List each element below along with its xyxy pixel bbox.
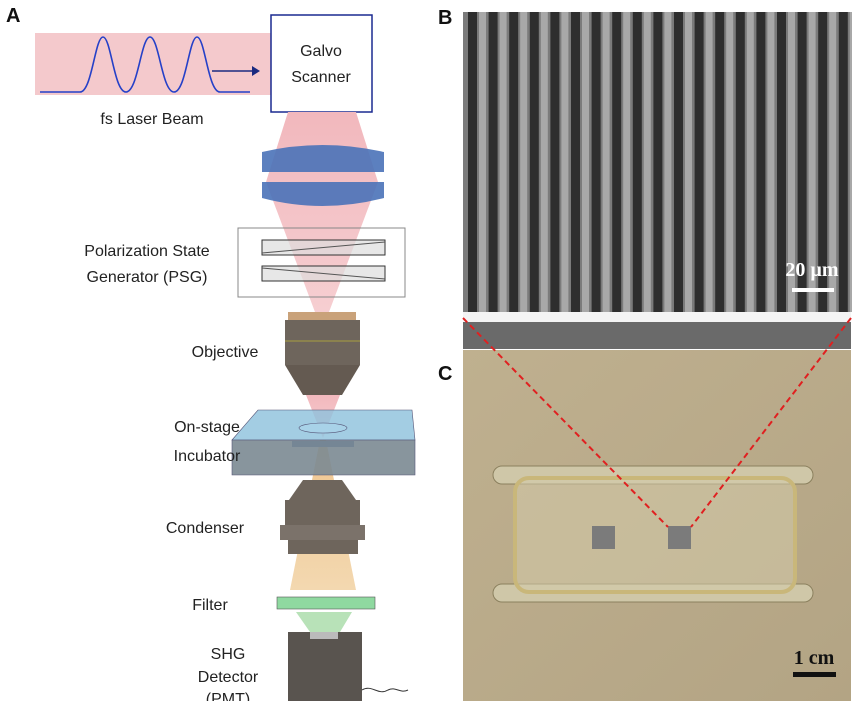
objective-body bbox=[285, 320, 360, 365]
stripe bbox=[550, 12, 559, 312]
stripe-highlight bbox=[664, 12, 671, 312]
panel-label: A bbox=[6, 5, 20, 27]
stripe bbox=[653, 12, 662, 312]
stripe bbox=[839, 12, 848, 312]
stripe-highlight bbox=[541, 12, 548, 312]
filter-label: Filter bbox=[192, 597, 228, 614]
detector-window bbox=[310, 632, 338, 639]
condenser-ring bbox=[280, 525, 365, 540]
incubator-label: Incubator bbox=[174, 448, 241, 465]
incubator-front bbox=[232, 440, 415, 475]
detector bbox=[288, 632, 362, 701]
stripe-highlight bbox=[479, 12, 486, 312]
stripe-highlight bbox=[644, 12, 651, 312]
scale-label: 20 µm bbox=[785, 259, 839, 281]
sample bbox=[592, 526, 615, 549]
scanner-label: Galvo bbox=[300, 43, 342, 60]
condenser-body bbox=[285, 500, 360, 525]
laser-label: fs Laser Beam bbox=[100, 111, 203, 128]
panel-label: C bbox=[438, 363, 452, 385]
stripe bbox=[756, 12, 765, 312]
condenser-base bbox=[288, 540, 358, 554]
stripe-highlight bbox=[561, 12, 568, 312]
stripe bbox=[612, 12, 621, 312]
stripe-highlight bbox=[685, 12, 692, 312]
galvo-box bbox=[271, 15, 372, 112]
stripe bbox=[571, 12, 580, 312]
detector-label: Detector bbox=[198, 669, 259, 686]
stripe-highlight bbox=[706, 12, 713, 312]
stripe-highlight bbox=[767, 12, 774, 312]
scale-bar bbox=[793, 672, 836, 677]
condenser-label: Condenser bbox=[166, 520, 245, 537]
scale-label: 1 cm bbox=[794, 647, 835, 669]
stripe bbox=[715, 12, 724, 312]
stripe-highlight bbox=[500, 12, 507, 312]
stripe bbox=[530, 12, 539, 312]
figure: A Galvo Scanner fs Laser Beam Polarizati… bbox=[0, 0, 852, 701]
stripe-highlight bbox=[726, 12, 733, 312]
lens bbox=[262, 145, 384, 172]
objective-label: Objective bbox=[192, 344, 259, 361]
stripe bbox=[674, 12, 683, 312]
stripe bbox=[736, 12, 745, 312]
section-band bbox=[463, 312, 851, 322]
stripe bbox=[592, 12, 601, 312]
stripe bbox=[468, 12, 477, 312]
laser-beam bbox=[35, 33, 271, 95]
cable bbox=[362, 688, 408, 691]
stripe-highlight bbox=[582, 12, 589, 312]
dish bbox=[299, 423, 347, 433]
section bbox=[463, 322, 851, 349]
objective-cap bbox=[288, 312, 356, 320]
stripe-highlight bbox=[623, 12, 630, 312]
beam-cone bbox=[266, 112, 378, 320]
stripe-highlight bbox=[520, 12, 527, 312]
scale-bar bbox=[792, 288, 834, 292]
stripe-highlight bbox=[603, 12, 610, 312]
chamber bbox=[515, 478, 795, 592]
stripe bbox=[633, 12, 642, 312]
stripe bbox=[695, 12, 704, 312]
detector-label: SHG bbox=[211, 646, 246, 663]
objective-tip bbox=[285, 365, 360, 395]
green-cone bbox=[296, 612, 352, 632]
panel-label: B bbox=[438, 7, 452, 29]
detector-label: (PMT) bbox=[206, 691, 250, 701]
stripe-highlight bbox=[747, 12, 754, 312]
stripe bbox=[509, 12, 518, 312]
psg-label: Generator (PSG) bbox=[87, 269, 208, 286]
incubator-label: On-stage bbox=[174, 419, 240, 436]
scanner-label: Scanner bbox=[291, 69, 351, 86]
condenser-top bbox=[289, 480, 356, 500]
sample bbox=[668, 526, 691, 549]
filter bbox=[277, 597, 375, 609]
psg-label: Polarization State bbox=[84, 243, 210, 260]
stripe bbox=[489, 12, 498, 312]
